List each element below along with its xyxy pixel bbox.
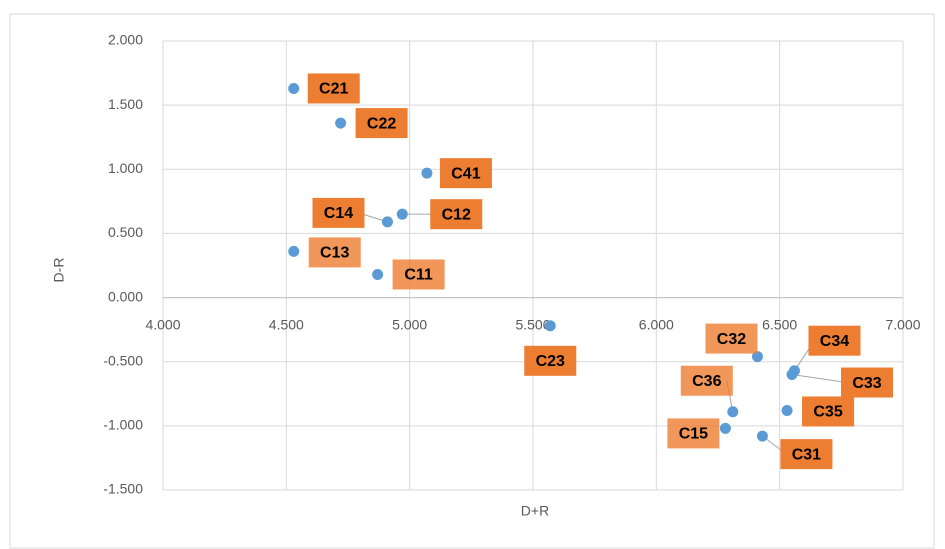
x-tick-label: 4.000 (145, 316, 180, 332)
point (372, 269, 383, 280)
point-label: C31 (792, 446, 821, 463)
point (397, 209, 408, 220)
y-tick-label: 1.000 (108, 160, 143, 176)
point-label: C21 (319, 81, 348, 98)
point-label: C41 (451, 165, 480, 182)
point-label: C36 (692, 373, 721, 390)
point (782, 405, 793, 416)
y-axis-title: D-R (51, 258, 67, 283)
point (288, 246, 299, 257)
point-label: C11 (404, 267, 433, 284)
point-label: C22 (367, 115, 396, 132)
point (421, 168, 432, 179)
x-tick-label: 6.500 (762, 316, 797, 332)
point-label: C33 (852, 375, 881, 392)
point-label: C12 (442, 206, 471, 223)
chart: D+R D-R 2.000 1.500 1.000 0.500 0.000 -0.500 -… (0, 0, 945, 549)
x-tick-label: 5.000 (392, 316, 427, 332)
point (757, 431, 768, 442)
point (545, 320, 556, 331)
y-tick-label: -0.500 (103, 352, 143, 368)
point-label: C23 (536, 353, 565, 370)
point-label: C14 (324, 205, 353, 222)
point-label: C32 (717, 331, 746, 348)
point-label: C35 (813, 404, 842, 421)
x-tick-label: 6.000 (639, 316, 674, 332)
point-label: C34 (820, 333, 849, 350)
y-tick-label: 0.500 (108, 224, 143, 240)
y-tick-label: 0.000 (108, 288, 143, 304)
y-tick-label: -1.500 (103, 481, 143, 497)
point (288, 83, 299, 94)
point-label: C13 (320, 245, 349, 262)
point (335, 118, 346, 129)
y-tick-label: 2.000 (108, 32, 143, 48)
x-tick-label: 4.500 (269, 316, 304, 332)
y-tick-label: -1.000 (103, 417, 143, 433)
point (720, 423, 731, 434)
point (727, 406, 738, 417)
point (382, 216, 393, 227)
point (787, 369, 798, 380)
x-axis-title: D+R (521, 503, 549, 519)
x-tick-label: 7.000 (885, 316, 920, 332)
y-tick-label: 1.500 (108, 96, 143, 112)
page: D+R D-R 2.000 1.500 1.000 0.500 0.000 -0.500 -… (0, 0, 945, 549)
point-label: C15 (679, 426, 708, 443)
